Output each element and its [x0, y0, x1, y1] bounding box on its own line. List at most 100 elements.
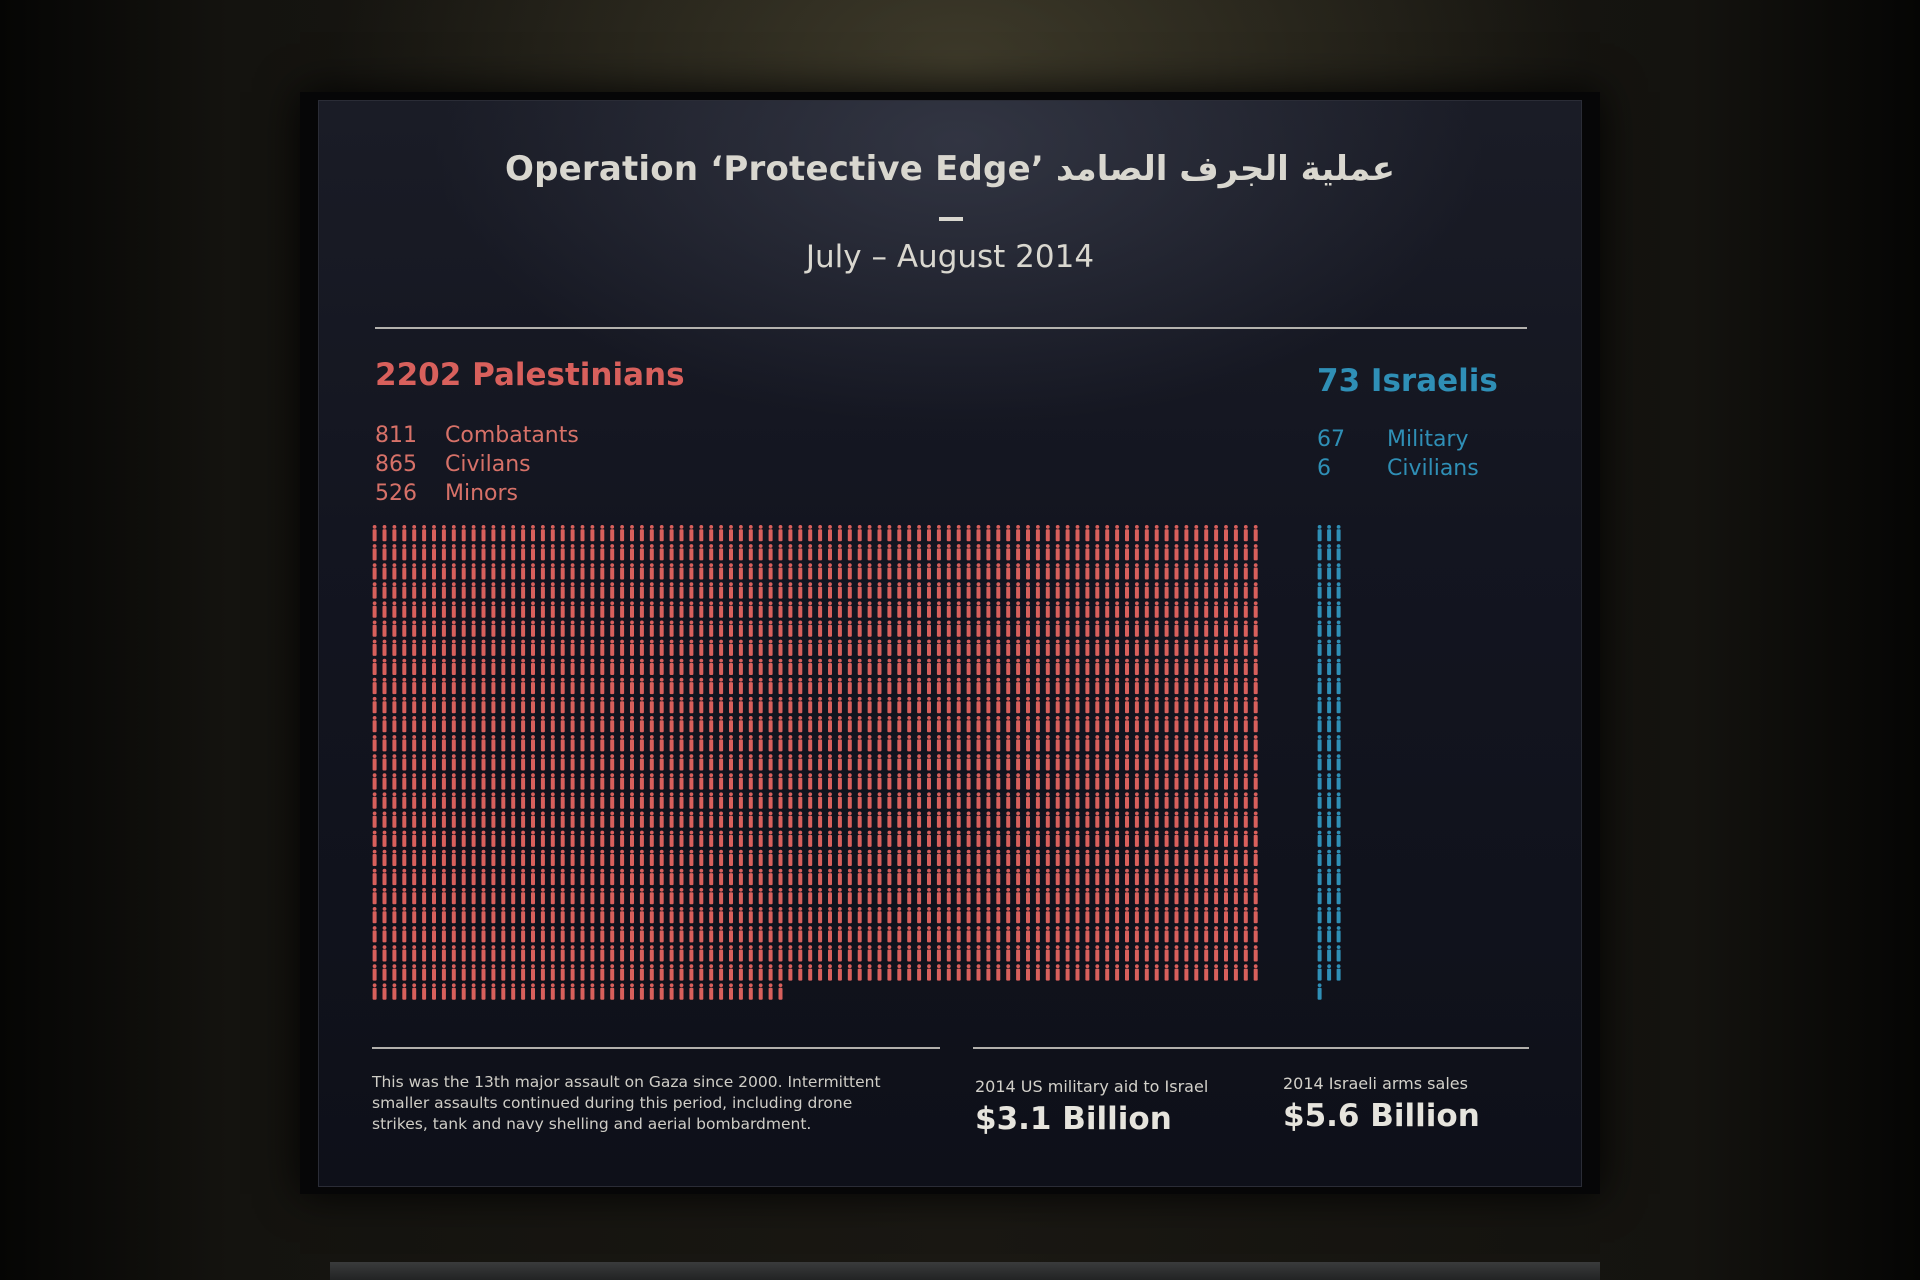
- palestinian-figure: [392, 926, 397, 943]
- palestinian-figure: [976, 754, 981, 771]
- palestinian-figure: [719, 945, 724, 962]
- palestinian-figure: [1035, 945, 1040, 962]
- palestinian-figure: [1154, 696, 1159, 714]
- israeli-figure: [1317, 525, 1322, 542]
- palestinian-figure: [729, 601, 733, 618]
- palestinian-figure: [600, 849, 605, 866]
- palestinian-figure: [1164, 582, 1169, 599]
- palestinian-figure: [808, 544, 813, 561]
- palestinian-figure: [917, 544, 922, 561]
- palestinian-figure: [1214, 544, 1219, 561]
- palestinian-figure: [748, 601, 753, 618]
- palestinian-figure: [491, 658, 496, 675]
- palestinian-figure: [887, 544, 892, 561]
- palestinian-figure: [1233, 830, 1238, 847]
- palestinian-figure: [422, 773, 427, 790]
- palestinian-figure: [451, 811, 456, 828]
- palestinian-figure: [679, 601, 684, 618]
- palestinian-figure: [422, 525, 427, 542]
- palestinian-figure: [719, 563, 724, 580]
- palestinian-figure: [412, 716, 417, 733]
- palestinian-figure: [471, 811, 476, 828]
- palestinian-figure: [531, 525, 535, 542]
- israeli-figure: [1327, 830, 1332, 847]
- palestinian-figure: [432, 830, 436, 847]
- palestinian-figure: [1035, 964, 1040, 981]
- palestinian-figure: [620, 582, 625, 599]
- palestinian-figure: [1016, 601, 1021, 618]
- palestinian-figure: [1144, 582, 1149, 599]
- palestinian-figure: [847, 792, 852, 809]
- palestinian-figure: [669, 601, 674, 618]
- palestinian-figure: [590, 887, 595, 905]
- palestinian-figure: [729, 639, 733, 656]
- palestinian-figure: [917, 964, 922, 981]
- palestinian-figure: [877, 525, 882, 542]
- palestinian-figure: [1085, 601, 1090, 618]
- palestinian-figure: [1214, 696, 1219, 714]
- palestinian-figure: [788, 677, 793, 695]
- palestinian-figure: [857, 716, 862, 733]
- palestinian-figure: [729, 754, 733, 771]
- palestinian-figure: [897, 811, 902, 828]
- palestinian-figure: [1085, 563, 1090, 580]
- palestinian-figure: [818, 544, 823, 561]
- palestinian-figure: [738, 773, 743, 790]
- palestinian-figure: [689, 945, 694, 962]
- palestinian-figure: [798, 830, 803, 847]
- palestinian-figure: [837, 811, 842, 828]
- palestinian-figure: [501, 754, 506, 771]
- palestinian-figure: [511, 601, 516, 618]
- palestinian-figure: [560, 811, 565, 828]
- palestinian-figure: [471, 907, 476, 924]
- palestinian-figure: [531, 830, 535, 847]
- palestinian-figure: [1016, 620, 1021, 637]
- palestinian-figure: [1055, 907, 1060, 924]
- palestinian-figure: [1026, 830, 1030, 847]
- palestinian-figure: [481, 964, 486, 981]
- bottom-rule-right: [973, 1047, 1529, 1049]
- palestinian-figure: [620, 639, 625, 656]
- palestinian-figure: [402, 658, 407, 675]
- palestinian-figure: [1006, 677, 1011, 695]
- palestinian-figure: [1224, 544, 1228, 561]
- palestinian-figure: [580, 658, 585, 675]
- palestinian-figure: [451, 563, 456, 580]
- palestinian-figure: [630, 830, 634, 847]
- palestinian-figure: [758, 907, 763, 924]
- palestinian-figure: [729, 964, 733, 981]
- palestinian-figure: [451, 716, 456, 733]
- palestinian-figure: [1045, 735, 1050, 752]
- palestinian-figure: [887, 830, 892, 847]
- palestinian-figure: [946, 563, 951, 580]
- palestinian-figure: [600, 983, 605, 1000]
- palestinian-figure: [600, 907, 605, 924]
- palestinian-figure: [818, 868, 823, 886]
- israeli-figure: [1327, 945, 1332, 962]
- palestinian-figure: [451, 639, 456, 656]
- palestinian-figure: [481, 868, 486, 886]
- palestinian-figure: [946, 696, 951, 714]
- palestinian-figure: [1144, 716, 1149, 733]
- palestinian-figure: [956, 544, 961, 561]
- palestinian-figure: [986, 735, 991, 752]
- palestinian-figure: [461, 563, 466, 580]
- breakdown-count: 811: [375, 423, 417, 448]
- palestinian-figure: [402, 525, 407, 542]
- palestinian-figure: [1065, 792, 1070, 809]
- palestinian-figure: [580, 544, 585, 561]
- palestinian-figure: [1194, 658, 1199, 675]
- palestinian-figure: [996, 792, 1001, 809]
- palestinian-figure: [1154, 639, 1159, 656]
- palestinian-figure: [1095, 830, 1100, 847]
- palestinian-figure: [1006, 696, 1011, 714]
- palestinian-figure: [501, 887, 506, 905]
- palestinian-figure: [788, 792, 793, 809]
- palestinian-figure: [927, 754, 931, 771]
- palestinian-figure: [570, 849, 575, 866]
- israeli-figure: [1327, 887, 1332, 905]
- palestinian-figure: [471, 887, 476, 905]
- palestinian-figure: [748, 544, 753, 561]
- palestinian-figure: [1233, 907, 1238, 924]
- palestinian-figure: [1214, 773, 1219, 790]
